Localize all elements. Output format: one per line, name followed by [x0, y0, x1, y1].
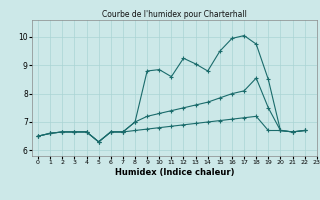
Title: Courbe de l'humidex pour Charterhall: Courbe de l'humidex pour Charterhall	[102, 10, 247, 19]
X-axis label: Humidex (Indice chaleur): Humidex (Indice chaleur)	[115, 168, 234, 177]
